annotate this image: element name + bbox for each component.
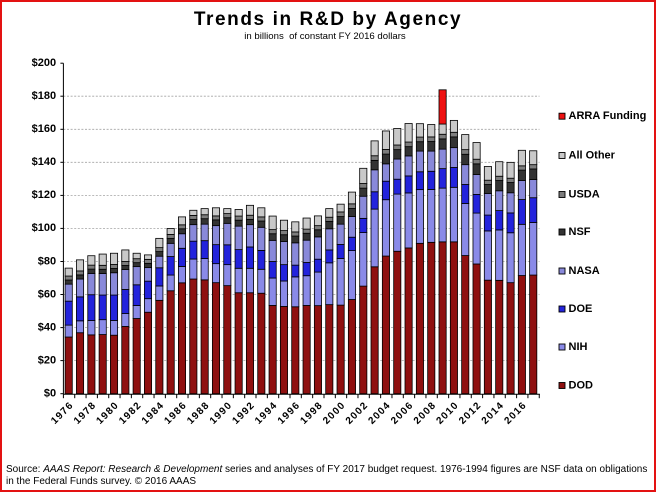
svg-text:$40: $40 [38, 321, 56, 333]
svg-text:1980: 1980 [95, 400, 122, 427]
svg-text:1998: 1998 [299, 400, 326, 427]
svg-text:1994: 1994 [253, 400, 280, 427]
svg-text:All Other: All Other [569, 150, 616, 162]
svg-text:$20: $20 [38, 354, 56, 366]
svg-text:$140: $140 [32, 156, 56, 168]
svg-text:2004: 2004 [366, 400, 393, 427]
svg-text:2012: 2012 [457, 400, 484, 427]
svg-text:1984: 1984 [140, 400, 167, 427]
svg-text:$120: $120 [32, 189, 56, 201]
svg-text:1986: 1986 [163, 400, 190, 427]
svg-text:$0: $0 [44, 388, 56, 400]
svg-text:1992: 1992 [231, 400, 258, 427]
svg-text:$180: $180 [32, 90, 56, 102]
svg-text:1988: 1988 [185, 400, 212, 427]
svg-text:2008: 2008 [412, 400, 439, 427]
svg-text:1978: 1978 [72, 400, 99, 427]
svg-text:$160: $160 [32, 123, 56, 135]
svg-text:$100: $100 [32, 222, 56, 234]
svg-text:NSF: NSF [569, 226, 591, 238]
svg-text:2002: 2002 [344, 400, 371, 427]
svg-text:2014: 2014 [480, 400, 507, 427]
svg-text:1996: 1996 [276, 400, 303, 427]
svg-text:2000: 2000 [321, 400, 348, 427]
svg-text:2010: 2010 [434, 400, 461, 427]
svg-text:2006: 2006 [389, 400, 416, 427]
svg-text:1990: 1990 [208, 400, 235, 427]
svg-text:USDA: USDA [569, 189, 600, 201]
svg-text:DOD: DOD [569, 380, 594, 392]
svg-text:1982: 1982 [117, 400, 144, 427]
svg-text:NASA: NASA [569, 265, 600, 277]
svg-text:DOE: DOE [569, 303, 593, 315]
svg-text:NIH: NIH [569, 341, 588, 353]
svg-text:$200: $200 [32, 57, 56, 69]
svg-text:ARRA Funding: ARRA Funding [569, 110, 647, 122]
svg-text:1976: 1976 [49, 400, 76, 427]
svg-text:$80: $80 [38, 255, 56, 267]
svg-text:$60: $60 [38, 288, 56, 300]
svg-text:2016: 2016 [502, 400, 529, 427]
